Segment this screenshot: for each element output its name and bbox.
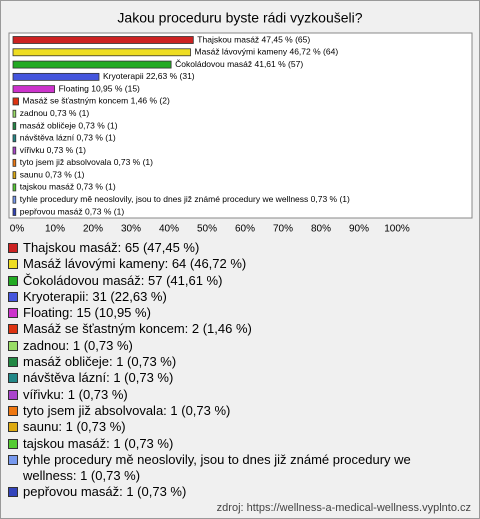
legend-item: saunu: 1 (0,73 %) xyxy=(8,419,448,435)
legend-label: saunu: 1 (0,73 %) xyxy=(23,419,126,435)
bar-label: Floating 10,95 % (15) xyxy=(59,83,140,93)
legend-swatch xyxy=(8,308,18,319)
legend-item: Masáž lávovými kameny: 64 (46,72 %) xyxy=(8,256,448,272)
legend-swatch xyxy=(8,422,18,433)
x-tick-label: 80% xyxy=(311,224,331,235)
legend-label: Thajskou masáž: 65 (47,45 %) xyxy=(23,240,200,255)
bar xyxy=(12,146,17,155)
legend-swatch xyxy=(8,357,18,368)
legend-label: návštěva lázní: 1 (0,73 %) xyxy=(23,370,174,386)
bar xyxy=(12,122,17,130)
legend-item: Čokoládovou masáž: 57 (41,61 %) xyxy=(8,273,448,289)
legend-swatch xyxy=(8,487,18,498)
legend-swatch xyxy=(8,405,18,416)
legend-item: Thajskou masáž: 65 (47,45 %) xyxy=(8,240,448,256)
bar xyxy=(12,171,17,180)
legend-label: Kryoterapii: 31 (22,63 %) xyxy=(23,288,167,304)
x-tick-label: 0% xyxy=(10,224,25,235)
legend-item: tyhle procedury mě neoslovily, jsou to d… xyxy=(8,452,448,485)
legend-item: návštěva lázní: 1 (0,73 %) xyxy=(8,370,448,386)
bar-label: Čokoládovou masáž 41,61 % (57) xyxy=(175,59,303,69)
source: zdroj: https://wellness-a-medical-wellne… xyxy=(216,502,471,514)
bar xyxy=(12,109,17,118)
legend-label: masáž obličeje: 1 (0,73 %) xyxy=(23,354,177,370)
bar-label: tyhle procedury mě neoslovily, jsou to d… xyxy=(20,194,350,204)
x-tick-label: 90% xyxy=(349,224,369,235)
bar-label: tyto jsem již absolvovala 0,73 % (1) xyxy=(20,157,153,167)
bar-label: saunu 0,73 % (1) xyxy=(20,169,85,179)
x-tick-label: 70% xyxy=(273,224,293,235)
bar-label: masáž obličeje 0,73 % (1) xyxy=(20,120,118,130)
legend-item: Kryoterapii: 31 (22,63 %) xyxy=(8,289,448,305)
legend-swatch xyxy=(8,291,18,302)
legend-label: zadnou: 1 (0,73 %) xyxy=(23,337,133,353)
legend-label: Čokoládovou masáž: 57 (41,61 %) xyxy=(23,272,223,288)
bar xyxy=(12,134,17,143)
legend: Thajskou masáž: 65 (47,45 %) Masáž lávový… xyxy=(8,240,448,501)
bar-label: Masáž lávovými kameny 46,72 % (64) xyxy=(195,47,339,57)
legend-swatch xyxy=(8,373,18,384)
x-tick-label: 40% xyxy=(159,224,179,235)
legend-swatch xyxy=(8,454,18,465)
bar xyxy=(12,85,56,94)
legend-swatch xyxy=(8,324,18,335)
legend-label: pepřovou masáž: 1 (0,73 %) xyxy=(23,484,187,500)
chart-title: Jakou proceduru byste rádi vyzkoušeli? xyxy=(117,10,362,26)
bar xyxy=(12,195,17,204)
legend-swatch xyxy=(8,340,18,351)
legend-swatch xyxy=(8,275,18,286)
bar xyxy=(12,60,172,69)
legend-label: tajskou masáž: 1 (0,73 %) xyxy=(23,435,174,451)
legend-label: tyto jsem již absolvovala: 1 (0,73 %) xyxy=(23,402,231,418)
bar xyxy=(12,158,17,167)
legend-item: vířivku: 1 (0,73 %) xyxy=(8,387,448,403)
legend-swatch xyxy=(8,243,18,253)
legend-item: Floating: 15 (10,95 %) xyxy=(8,305,448,321)
legend-item: pepřovou masáž: 1 (0,73 %) xyxy=(8,484,448,500)
legend-swatch xyxy=(8,389,18,400)
legend-label: Masáž se šťastným koncem: 2 (1,46 %) xyxy=(23,321,252,337)
legend-item: Masáž se šťastným koncem: 2 (1,46 %) xyxy=(8,321,448,337)
legend-item: zadnou: 1 (0,73 %) xyxy=(8,338,448,354)
x-tick-label: 20% xyxy=(83,224,103,235)
bar xyxy=(12,72,100,81)
legend-item: tyto jsem již absolvovala: 1 (0,73 %) xyxy=(8,403,448,419)
bar xyxy=(12,36,194,44)
legend-item: masáž obličeje: 1 (0,73 %) xyxy=(8,354,448,370)
bar-label: Masáž se šťastným koncem 1,46 % (2) xyxy=(23,96,170,106)
legend-swatch xyxy=(8,438,18,449)
legend-item: tajskou masáž: 1 (0,73 %) xyxy=(8,436,448,452)
chart: Jakou proceduru byste rádi vyzkoušeli? 0… xyxy=(8,10,473,235)
legend-label: tyhle procedury mě neoslovily, jsou to d… xyxy=(23,451,411,484)
x-tick-label: 100% xyxy=(384,224,410,235)
bar xyxy=(12,97,19,106)
bar xyxy=(12,48,191,57)
bar xyxy=(12,183,17,192)
legend-label: Masáž lávovými kameny: 64 (46,72 %) xyxy=(23,256,247,272)
x-tick-label: 30% xyxy=(121,224,141,235)
x-tick-label: 60% xyxy=(235,224,255,235)
bar-label: Thajskou masáž 47,45 % (65) xyxy=(197,34,310,44)
bar-label: Kryoterapii 22,63 % (31) xyxy=(103,71,195,81)
bar-label: vířivku 0,73 % (1) xyxy=(20,145,86,155)
bar-label: návštěva lázní 0,73 % (1) xyxy=(20,133,116,143)
legend-swatch xyxy=(8,259,18,270)
bar-label: zadnou 0,73 % (1) xyxy=(20,108,90,118)
bar-label: pepřovou masáž 0,73 % (1) xyxy=(20,206,125,216)
bar xyxy=(12,208,17,216)
legend-label: vířivku: 1 (0,73 %) xyxy=(23,386,128,402)
x-tick-label: 50% xyxy=(197,224,217,235)
bar-label: tajskou masáž 0,73 % (1) xyxy=(20,182,116,192)
legend-label: Floating: 15 (10,95 %) xyxy=(23,305,151,321)
x-tick-label: 10% xyxy=(45,224,65,235)
